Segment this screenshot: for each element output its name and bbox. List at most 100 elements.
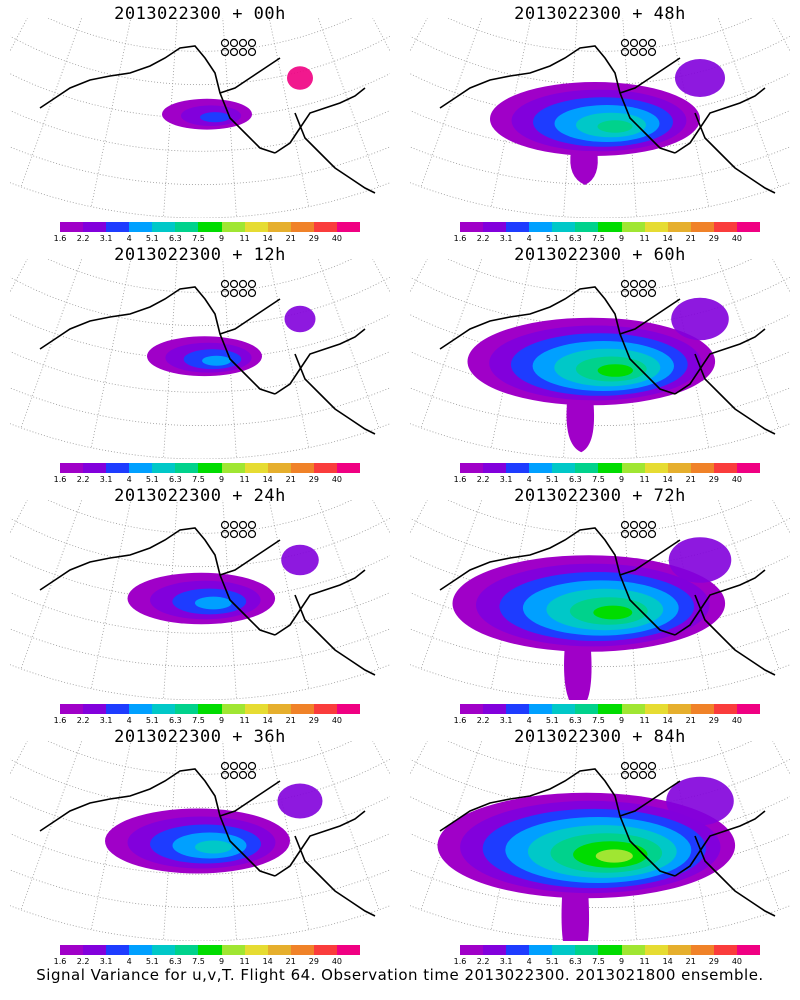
colorbar-tick-label: 4 xyxy=(526,957,532,966)
longitude-gridline xyxy=(10,18,28,52)
colorbar-swatch xyxy=(175,463,199,473)
coastline xyxy=(694,353,776,435)
colorbar-tick-label: 11 xyxy=(639,475,650,484)
longitude-gridline xyxy=(410,741,428,775)
panel-title: 2013022300 + 00h xyxy=(114,4,286,24)
island-outline xyxy=(229,288,239,298)
colorbar-tick-label: 29 xyxy=(308,475,319,484)
longitude-gridline xyxy=(20,741,83,911)
colorbar-tick-label: 6.3 xyxy=(569,475,582,484)
panel-title: 2013022300 + 24h xyxy=(114,486,286,506)
map-panel: 2013022300 + 12h 1.6 2.2 3.1 4 5.1 6.3 7.5 9 11 14… xyxy=(0,241,400,484)
colorbar-swatch xyxy=(460,704,484,714)
latitude-gridline xyxy=(47,741,353,775)
island-outline xyxy=(629,761,639,771)
colorbar-tick-label: 11 xyxy=(239,716,250,725)
colorbar-tick-label: 4 xyxy=(526,234,532,243)
coastline xyxy=(694,594,776,676)
colorbar-swatch xyxy=(644,463,668,473)
island-outline xyxy=(238,38,248,48)
colorbar-tick-label: 5.1 xyxy=(545,475,559,484)
latitude-gridline xyxy=(47,500,353,534)
island-outline xyxy=(247,288,257,298)
colorbar-tick-label: 2.2 xyxy=(76,234,90,243)
island-outline xyxy=(620,770,630,780)
island-outline xyxy=(638,288,648,298)
colorbar-tick-label: 5.1 xyxy=(145,957,159,966)
colorbar-tick-label: 29 xyxy=(708,475,719,484)
longitude-gridline xyxy=(717,500,780,670)
colorbar-tick-label: 40 xyxy=(731,957,743,966)
colorbar-tick-label: 14 xyxy=(662,234,673,243)
variance-patch-northeast xyxy=(668,537,732,583)
variance-contour xyxy=(597,120,633,133)
panel-title: 2013022300 + 36h xyxy=(114,727,286,747)
coastline xyxy=(619,780,681,817)
colorbar-swatch xyxy=(460,945,484,955)
island-outline xyxy=(220,47,230,57)
colorbar-tick-label: 5.1 xyxy=(545,234,559,243)
coastline xyxy=(39,286,276,395)
colorbar-swatch xyxy=(221,463,245,473)
island-outline xyxy=(620,279,630,289)
colorbar-tick-label: 5.1 xyxy=(145,234,159,243)
colorbar-tick-label: 9 xyxy=(618,716,625,725)
island-outline xyxy=(620,520,630,530)
longitude-gridline xyxy=(717,259,780,429)
latitude-gridline xyxy=(447,741,753,775)
colorbar-tick-label: 9 xyxy=(218,234,225,243)
colorbar xyxy=(460,463,761,473)
colorbar-swatch xyxy=(129,222,153,232)
map-panel: 2013022300 + 84h 1.6 2.2 3.1 4 5.1 6.3 7.5 9 11 14… xyxy=(400,723,800,966)
colorbar-swatch xyxy=(575,222,599,232)
latitude-gridline xyxy=(410,796,790,842)
coastline xyxy=(619,57,681,94)
colorbar-swatch xyxy=(106,945,130,955)
colorbar-swatch xyxy=(483,463,507,473)
longitude-gridline xyxy=(420,741,483,911)
island-outline xyxy=(638,761,648,771)
polar-map xyxy=(10,259,390,459)
variance-patch-northeast xyxy=(287,66,313,90)
colorbar-tick-label: 2.2 xyxy=(476,957,490,966)
variance-patch-northeast xyxy=(671,297,729,341)
colorbar-swatch xyxy=(598,704,622,714)
longitude-gridline xyxy=(420,18,483,188)
colorbar-tick-label: 1.6 xyxy=(453,716,467,725)
panel-title: 2013022300 + 12h xyxy=(114,245,286,265)
island-outline xyxy=(247,47,257,57)
colorbar-tick-label: 2.2 xyxy=(76,475,90,484)
colorbar-swatch xyxy=(129,945,153,955)
colorbar-tick-label: 14 xyxy=(262,475,273,484)
variance-contour xyxy=(593,605,633,620)
island-outline xyxy=(620,529,630,539)
colorbar-swatch xyxy=(198,463,222,473)
colorbar-tick-label: 11 xyxy=(239,234,250,243)
colorbar-tick-label: 11 xyxy=(239,957,250,966)
colorbar-tick-label: 11 xyxy=(639,716,650,725)
coastline xyxy=(219,780,281,817)
coastline xyxy=(674,569,766,636)
coastline xyxy=(39,45,276,154)
colorbar-tick-label: 29 xyxy=(308,234,319,243)
variance-contour xyxy=(597,364,633,377)
colorbar-swatch xyxy=(598,222,622,232)
colorbar-swatch xyxy=(244,945,268,955)
colorbar-tick-label: 2.2 xyxy=(76,716,90,725)
colorbar-tick-label: 21 xyxy=(285,957,296,966)
colorbar-swatch xyxy=(736,463,761,473)
island-outline xyxy=(629,529,639,539)
colorbar-ticks: 1.6 2.2 3.1 4 5.1 6.3 7.5 9 11 14 21 29 40 xyxy=(54,234,380,244)
latitude-gridline xyxy=(10,182,390,218)
latitude-gridline xyxy=(10,758,390,809)
colorbar-tick-label: 14 xyxy=(262,957,273,966)
map-panel: 2013022300 + 60h 1.6 2.2 3.1 4 5.1 6.3 7.5 9 11 14… xyxy=(400,241,800,484)
island-outline xyxy=(629,520,639,530)
island-outline xyxy=(238,520,248,530)
latitude-gridline xyxy=(410,758,790,809)
island-outline xyxy=(220,761,230,771)
colorbar-swatch xyxy=(152,945,176,955)
colorbar-swatch xyxy=(83,945,107,955)
variance-contour xyxy=(195,840,232,854)
coastline xyxy=(39,527,276,636)
